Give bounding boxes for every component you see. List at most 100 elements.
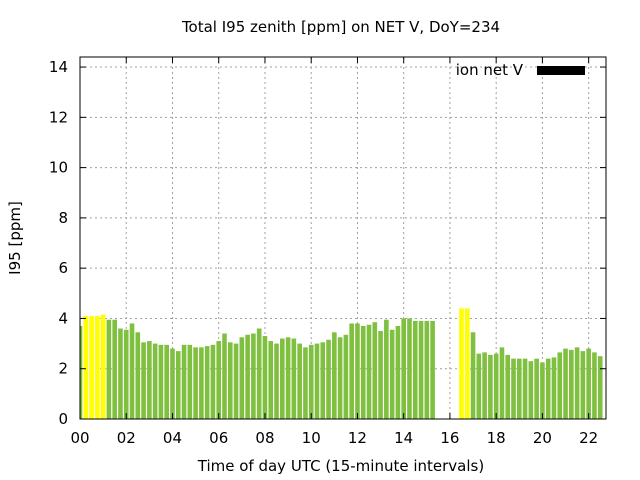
bar xyxy=(401,318,406,419)
x-axis-label: Time of day UTC (15-minute intervals) xyxy=(197,457,484,475)
bar xyxy=(337,337,343,419)
bar xyxy=(545,358,551,419)
legend: ion net V xyxy=(456,61,585,79)
bar xyxy=(204,346,210,419)
bar xyxy=(274,343,279,419)
bar xyxy=(586,348,591,419)
bar xyxy=(262,336,268,419)
bar xyxy=(89,315,94,419)
bar xyxy=(245,334,250,419)
bar xyxy=(528,361,534,419)
bar xyxy=(569,349,574,419)
bar xyxy=(355,323,360,419)
bar xyxy=(580,351,586,420)
bar xyxy=(268,341,274,419)
bar xyxy=(470,332,476,419)
bar xyxy=(193,347,198,419)
bar xyxy=(395,325,401,419)
y-tick-label: 4 xyxy=(58,309,68,327)
bar xyxy=(407,318,412,419)
bar xyxy=(418,320,424,419)
y-tick-label: 8 xyxy=(58,209,68,227)
bar xyxy=(251,333,256,419)
x-tick-label: 06 xyxy=(209,429,228,447)
x-tick-label: 18 xyxy=(487,429,506,447)
x-tick-label: 02 xyxy=(117,429,136,447)
bar xyxy=(499,347,505,419)
bar xyxy=(123,329,129,419)
bar xyxy=(464,308,470,419)
bar xyxy=(170,348,175,419)
bar xyxy=(210,344,216,419)
bar xyxy=(476,353,482,419)
y-tick-label: 2 xyxy=(58,360,68,378)
bar xyxy=(80,325,83,419)
bar xyxy=(482,352,487,419)
bar xyxy=(227,342,233,419)
bar xyxy=(280,338,285,419)
x-tick-label: 14 xyxy=(394,429,413,447)
bar xyxy=(147,341,152,419)
bar xyxy=(175,351,181,420)
bar xyxy=(326,339,331,419)
bar xyxy=(152,343,158,419)
bar xyxy=(493,353,499,419)
bar xyxy=(285,337,291,419)
plot-frame xyxy=(79,56,607,420)
y-tick-label: 10 xyxy=(49,159,68,177)
legend-label: ion net V xyxy=(456,61,524,79)
bar xyxy=(349,323,354,419)
bar xyxy=(372,322,378,419)
x-tick-label: 08 xyxy=(255,429,274,447)
x-tick-label: 16 xyxy=(440,429,459,447)
bar xyxy=(291,338,297,419)
bar xyxy=(112,319,117,419)
bar xyxy=(557,352,563,419)
x-tick-label: 10 xyxy=(302,429,321,447)
y-tick-labels: 0 2 4 6 8 10 12 14 xyxy=(49,58,68,428)
bar xyxy=(158,344,164,419)
bar xyxy=(551,357,557,419)
bar xyxy=(563,348,568,419)
bar xyxy=(516,358,522,419)
bar xyxy=(534,358,539,419)
y-tick-label: 12 xyxy=(49,108,68,126)
axis-ticks xyxy=(79,57,606,420)
bar xyxy=(216,341,222,419)
bar xyxy=(343,334,349,419)
bar xyxy=(83,315,89,419)
chart-title: Total I95 zenith [ppm] on NET V, DoY=234 xyxy=(181,18,500,36)
bar xyxy=(222,333,227,419)
bar xyxy=(505,354,511,419)
bar xyxy=(100,314,106,419)
x-tick-label: 00 xyxy=(70,429,89,447)
bar xyxy=(389,329,395,419)
bar xyxy=(314,343,320,419)
x-tick-label: 22 xyxy=(579,429,598,447)
bar xyxy=(360,325,366,419)
y-tick-label: 6 xyxy=(58,259,68,277)
bar xyxy=(141,342,146,419)
y-tick-label: 14 xyxy=(49,58,68,76)
bar xyxy=(106,319,112,419)
bar xyxy=(366,324,372,419)
bar xyxy=(95,315,100,419)
x-tick-label: 04 xyxy=(163,429,182,447)
bar xyxy=(540,362,545,419)
x-tick-label: 12 xyxy=(348,429,367,447)
bar xyxy=(181,344,187,419)
bar xyxy=(135,332,141,419)
bar xyxy=(384,319,389,419)
bar xyxy=(233,343,239,419)
bar xyxy=(199,347,204,419)
bar xyxy=(320,342,326,419)
bar xyxy=(511,358,516,419)
bar-series xyxy=(80,308,603,420)
bar xyxy=(308,344,314,419)
x-tick-labels: 00 02 04 06 08 10 12 14 16 18 20 22 xyxy=(70,429,598,447)
bar xyxy=(256,328,262,419)
bar xyxy=(522,358,528,419)
bar xyxy=(118,328,123,419)
bar xyxy=(239,337,245,419)
